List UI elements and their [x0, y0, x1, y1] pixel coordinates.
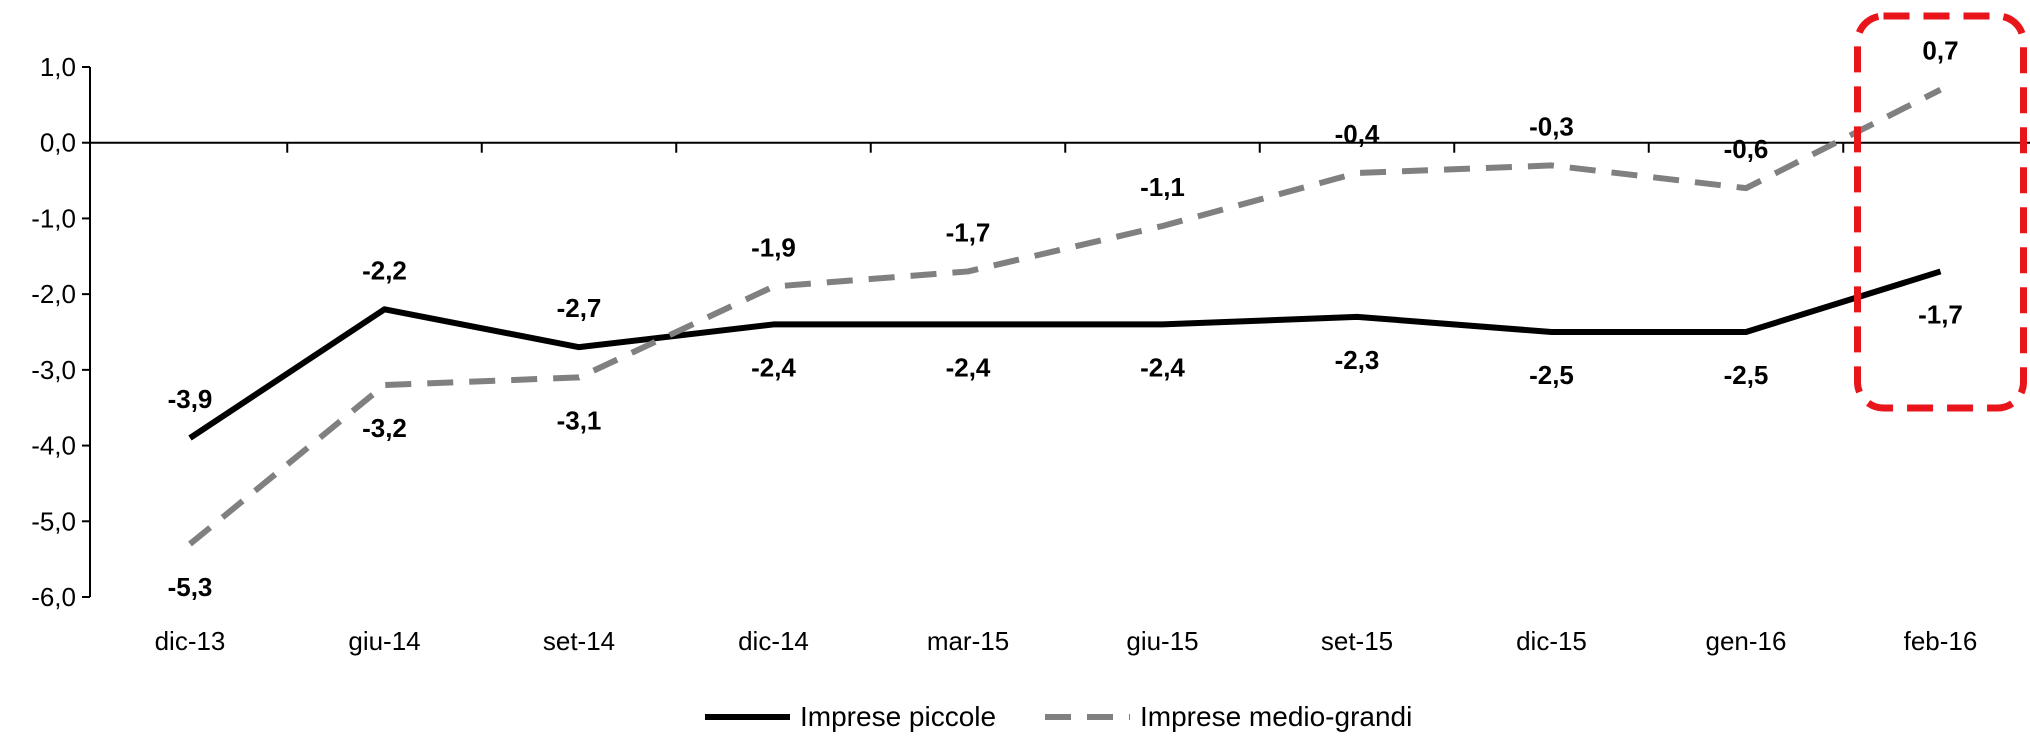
data-label: -2,5: [1724, 360, 1769, 390]
x-tick-label: giu-14: [348, 626, 420, 656]
highlight-annotation: [1854, 12, 2027, 412]
legend: Imprese piccole Imprese medio-grandi: [705, 701, 1412, 732]
data-label: -2,4: [1140, 352, 1185, 382]
x-tick-label: mar-15: [927, 626, 1009, 656]
data-label: -2,7: [557, 293, 602, 323]
data-label: -2,4: [751, 352, 796, 382]
y-tick-label: -4,0: [31, 431, 76, 461]
legend-label: Imprese piccole: [800, 701, 996, 732]
highlight-box: [1854, 12, 2027, 412]
y-axis: 1,0 0,0 -1,0 -2,0 -3,0 -4,0 -5,0 -6,0: [31, 52, 91, 612]
x-tick-label: dic-15: [1516, 626, 1587, 656]
data-label: -1,7: [946, 217, 991, 247]
data-label: -3,9: [168, 384, 213, 414]
data-label: 0,7: [1922, 36, 1958, 66]
data-label: -1,9: [751, 233, 796, 263]
y-tick-label: 1,0: [40, 52, 76, 82]
y-tick-label: 0,0: [40, 128, 76, 158]
y-tick-label: -3,0: [31, 355, 76, 385]
data-label: -3,1: [557, 405, 602, 435]
series-line-imprese-piccole: [188, 268, 1942, 441]
x-tick-label: set-15: [1321, 626, 1393, 656]
data-label: -0,6: [1724, 134, 1769, 164]
data-label: -0,4: [1335, 119, 1380, 149]
data-label: -2,3: [1335, 345, 1380, 375]
y-tick-label: -2,0: [31, 279, 76, 309]
legend-label: Imprese medio-grandi: [1140, 701, 1412, 732]
series-line-imprese-medio-grandi: [188, 87, 1942, 547]
x-tick-label: gen-16: [1706, 626, 1787, 656]
data-label: -3,2: [362, 413, 407, 443]
x-tick-label: feb-16: [1904, 626, 1978, 656]
data-label: -5,3: [168, 572, 213, 602]
data-label: -1,7: [1918, 299, 1963, 329]
data-label: -1,1: [1140, 172, 1185, 202]
y-tick-label: -5,0: [31, 506, 76, 536]
x-tick-label: giu-15: [1126, 626, 1198, 656]
x-tick-label: dic-14: [738, 626, 809, 656]
data-label: -2,2: [362, 255, 407, 285]
data-label: -2,5: [1529, 360, 1574, 390]
y-tick-label: -6,0: [31, 582, 76, 612]
x-axis: dic-13 giu-14 set-14 dic-14 mar-15 giu-15 set-…: [90, 141, 2030, 656]
x-tick-label: dic-13: [155, 626, 226, 656]
data-label: -0,3: [1529, 111, 1574, 141]
y-tick-label: -1,0: [31, 203, 76, 233]
data-label: -2,4: [946, 352, 991, 382]
series-lines: [188, 87, 1942, 547]
x-tick-label: set-14: [543, 626, 615, 656]
data-labels: -3,9 -5,3 -2,2 -3,2 -2,7 -3,1 -2,4 -1,9 -2,4 -1,7…: [168, 36, 1963, 602]
